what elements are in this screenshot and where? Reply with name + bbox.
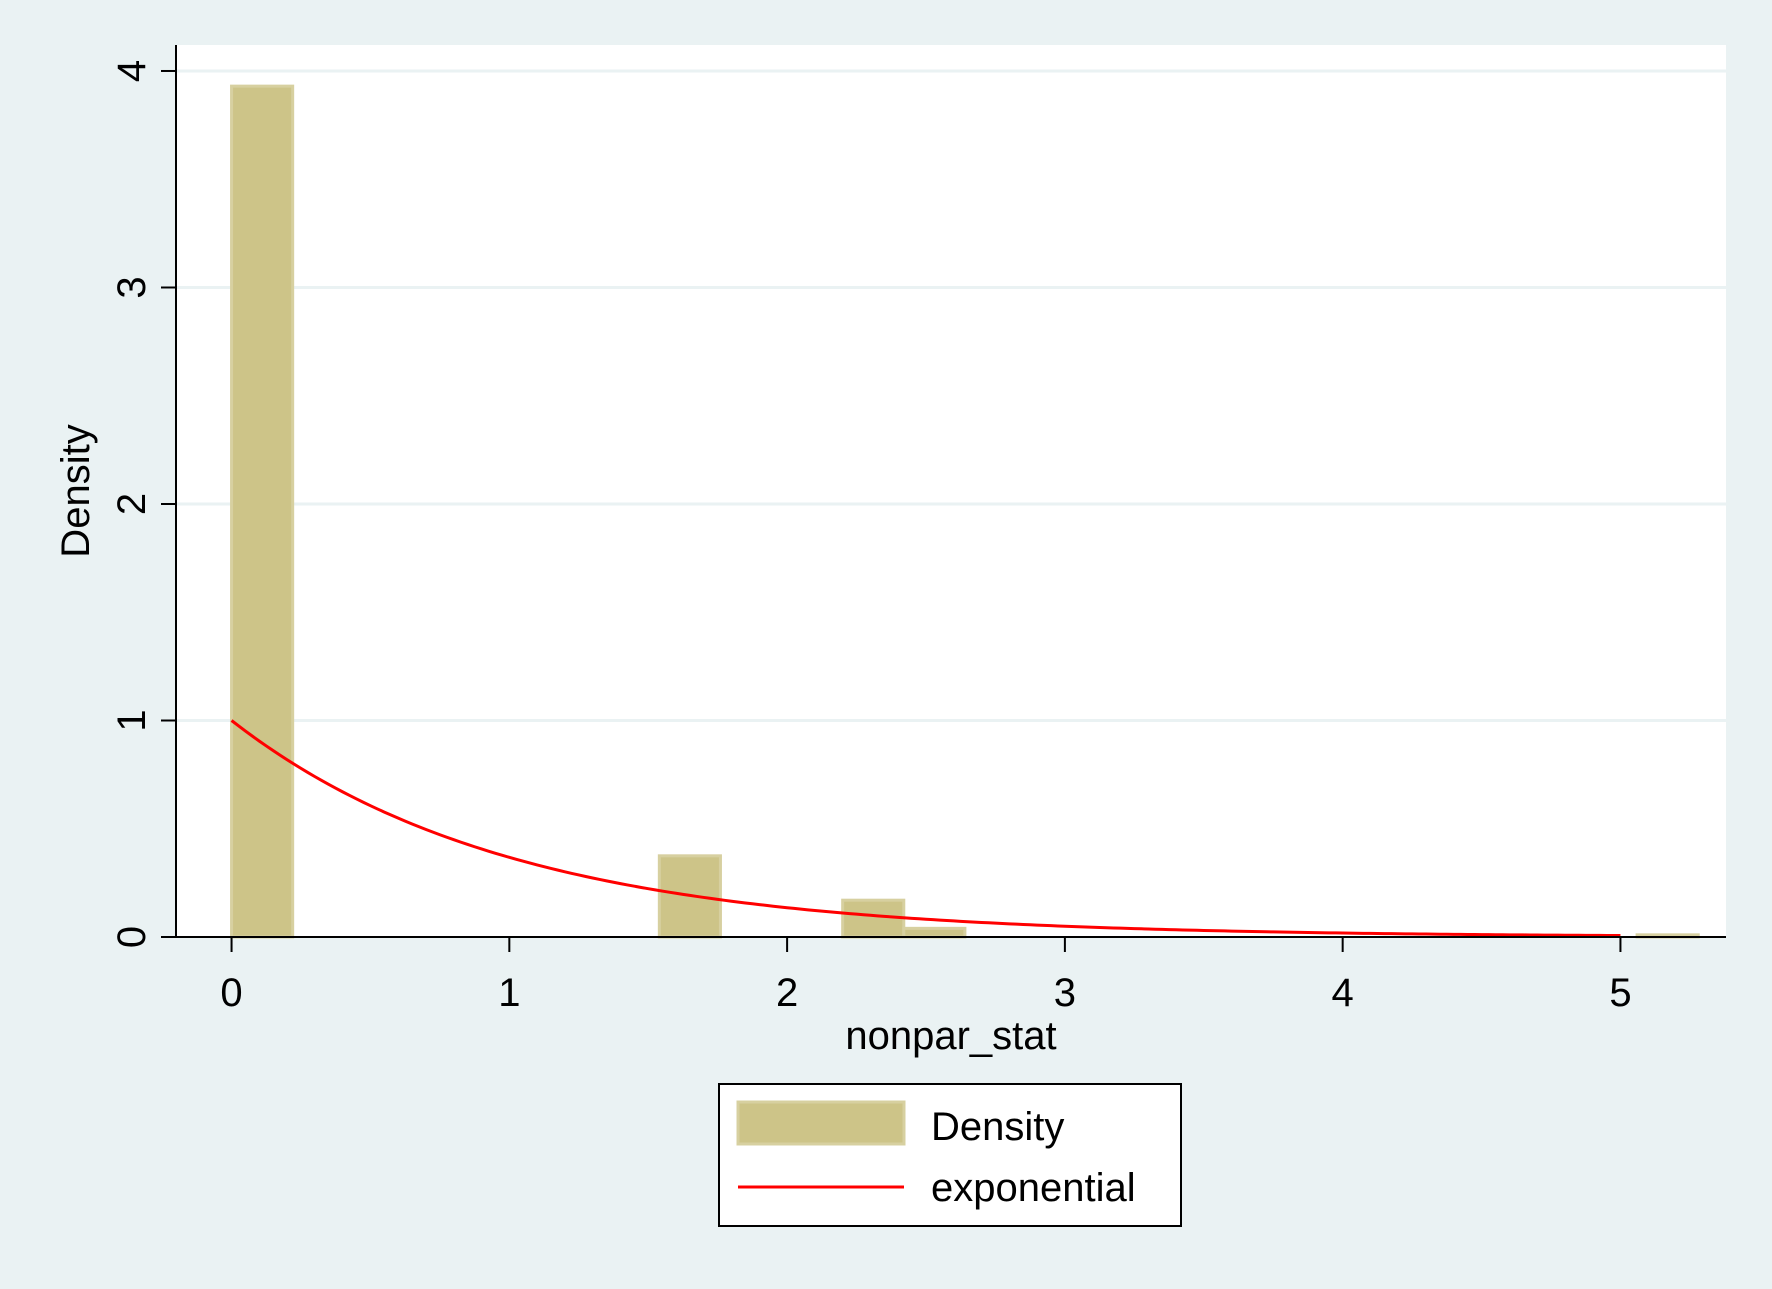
x-tick-label: 5 (1609, 971, 1631, 1015)
y-tick-label: 3 (110, 276, 154, 298)
histogram-bar (230, 84, 295, 939)
y-tick-label: 2 (110, 493, 154, 515)
x-tick-label: 3 (1054, 971, 1076, 1015)
y-axis-label: Density (54, 424, 98, 557)
gridlines (176, 69, 1726, 722)
ticks: 0 1 2 3 4 0 1 2 3 4 5 (110, 60, 1632, 1015)
legend-swatch-density (736, 1100, 906, 1146)
axes (175, 45, 1726, 938)
x-tick-label: 1 (498, 971, 520, 1015)
plot-area (176, 45, 1726, 937)
y-tick-label: 0 (110, 926, 154, 948)
legend: Density exponential (718, 1083, 1182, 1227)
histogram-bar (902, 926, 967, 939)
x-tick-label: 2 (776, 971, 798, 1015)
x-axis-label: nonpar_stat (845, 1014, 1056, 1058)
legend-label-exponential: exponential (931, 1166, 1136, 1210)
y-tick-label: 1 (110, 709, 154, 731)
exponential-line (230, 719, 1621, 938)
x-tick-label: 0 (220, 971, 242, 1015)
y-tick-label: 4 (110, 60, 154, 82)
x-tick-label: 4 (1332, 971, 1354, 1015)
legend-label-density: Density (931, 1105, 1064, 1149)
exponential-curve (230, 719, 1621, 938)
